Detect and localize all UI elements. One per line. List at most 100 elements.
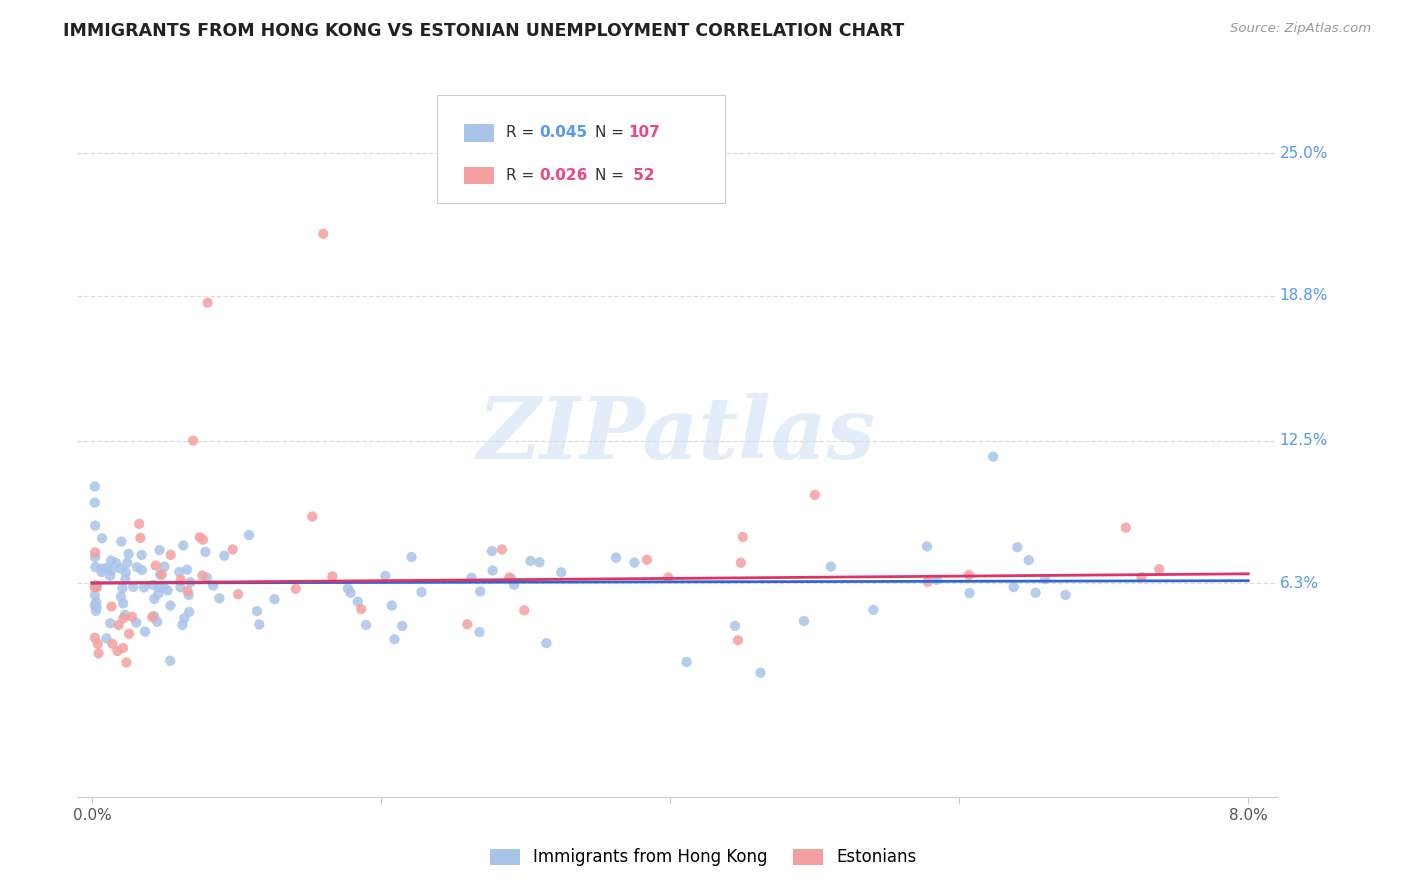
Text: 6.3%: 6.3%: [1279, 575, 1319, 591]
Point: [159, 654, 181, 668]
Text: R =: R =: [506, 126, 538, 140]
Text: ZIPatlas: ZIPatlas: [478, 393, 876, 476]
Text: 18.8%: 18.8%: [1279, 288, 1327, 303]
Point: [238, 528, 260, 542]
FancyBboxPatch shape: [464, 124, 494, 142]
Text: R =: R =: [506, 168, 538, 183]
Point: [129, 531, 152, 545]
Point: [83, 495, 105, 509]
Text: IMMIGRANTS FROM HONG KONG VS ESTONIAN UNEMPLOYMENT CORRELATION CHART: IMMIGRANTS FROM HONG KONG VS ESTONIAN UN…: [63, 22, 904, 40]
Point: [498, 570, 520, 584]
Point: [197, 295, 219, 310]
Point: [519, 554, 541, 568]
Point: [301, 509, 323, 524]
Point: [100, 553, 122, 567]
Text: N =: N =: [595, 168, 628, 183]
Point: [169, 565, 191, 579]
Point: [98, 569, 121, 583]
Point: [513, 603, 536, 617]
Text: Source: ZipAtlas.com: Source: ZipAtlas.com: [1230, 22, 1371, 36]
Point: [1054, 588, 1077, 602]
Point: [91, 532, 114, 546]
Point: [284, 582, 307, 596]
Text: 12.5%: 12.5%: [1279, 434, 1327, 448]
Point: [131, 548, 153, 562]
Point: [188, 530, 211, 544]
Point: [83, 598, 105, 612]
Point: [195, 570, 218, 584]
Point: [90, 565, 112, 579]
Point: [83, 631, 105, 645]
Point: [86, 580, 108, 594]
Point: [131, 563, 153, 577]
Point: [107, 618, 129, 632]
Point: [470, 584, 492, 599]
Text: 25.0%: 25.0%: [1279, 146, 1327, 161]
Point: [98, 616, 121, 631]
Point: [793, 614, 815, 628]
Point: [336, 582, 359, 596]
Point: [460, 571, 482, 585]
Point: [191, 568, 214, 582]
Point: [1018, 553, 1040, 567]
Point: [724, 619, 747, 633]
Point: [128, 516, 150, 531]
Point: [156, 583, 179, 598]
Point: [148, 587, 170, 601]
Point: [121, 610, 143, 624]
Point: [550, 566, 572, 580]
Point: [159, 599, 181, 613]
Point: [730, 556, 752, 570]
Point: [115, 656, 138, 670]
Point: [605, 550, 627, 565]
Point: [117, 547, 139, 561]
Point: [246, 604, 269, 618]
Point: [83, 580, 105, 594]
Point: [118, 627, 141, 641]
Point: [86, 600, 108, 615]
Point: [312, 227, 335, 241]
Point: [263, 592, 285, 607]
Point: [172, 618, 194, 632]
Point: [1033, 572, 1056, 586]
Point: [176, 584, 198, 599]
Point: [959, 586, 981, 600]
Point: [727, 633, 749, 648]
Point: [1149, 562, 1171, 576]
Point: [350, 602, 373, 616]
Point: [96, 561, 118, 575]
Point: [804, 488, 827, 502]
Point: [208, 591, 231, 606]
Point: [173, 611, 195, 625]
Point: [83, 479, 105, 493]
Point: [1130, 570, 1153, 584]
Point: [112, 611, 135, 625]
Point: [153, 559, 176, 574]
Point: [180, 575, 202, 590]
Point: [529, 555, 551, 569]
Point: [491, 542, 513, 557]
Text: N =: N =: [595, 126, 628, 140]
Point: [401, 549, 423, 564]
Point: [87, 646, 110, 660]
Point: [112, 596, 135, 610]
Point: [481, 544, 503, 558]
Point: [169, 580, 191, 594]
Point: [145, 558, 167, 573]
Point: [114, 573, 136, 587]
Point: [150, 567, 173, 582]
Point: [84, 578, 107, 592]
Text: 0.026: 0.026: [540, 168, 588, 183]
Point: [1007, 540, 1029, 554]
Point: [917, 574, 939, 589]
Text: 107: 107: [628, 126, 659, 140]
Point: [354, 618, 377, 632]
Point: [84, 604, 107, 618]
Point: [981, 450, 1004, 464]
Point: [226, 587, 249, 601]
Point: [110, 590, 132, 604]
Point: [957, 568, 980, 582]
Point: [84, 560, 107, 574]
Point: [170, 573, 193, 587]
Point: [84, 595, 107, 609]
